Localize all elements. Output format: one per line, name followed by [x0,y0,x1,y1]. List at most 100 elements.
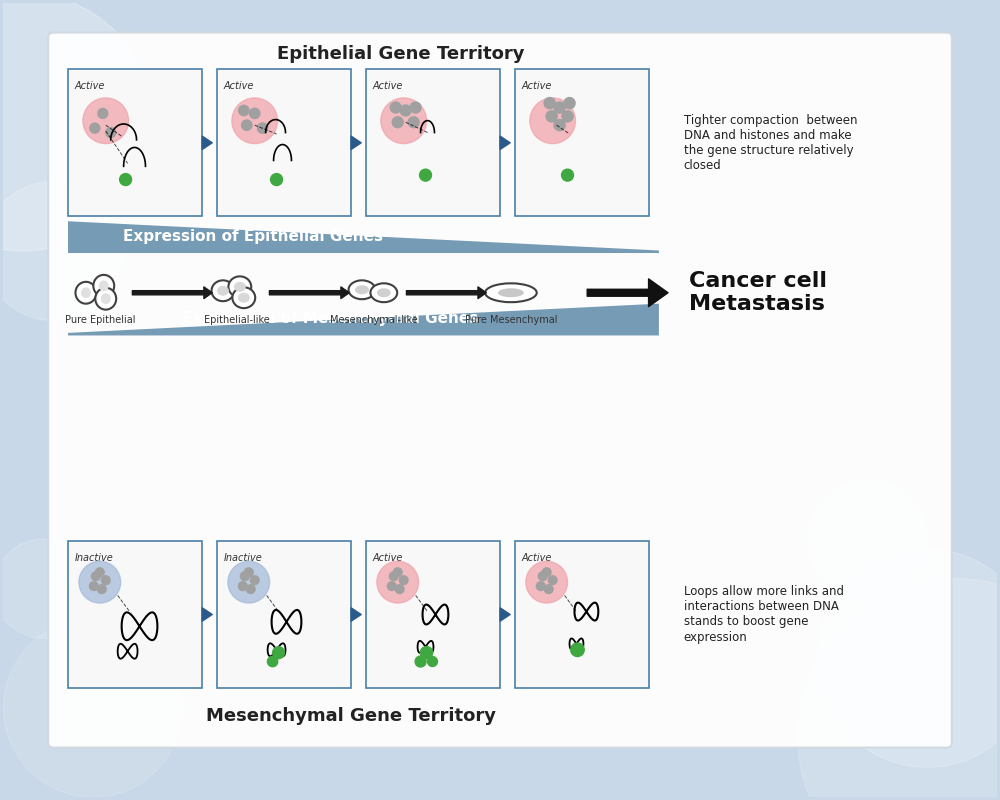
Ellipse shape [217,286,229,296]
Text: Active: Active [522,553,552,563]
Circle shape [101,576,110,585]
Circle shape [544,98,555,109]
Circle shape [387,582,396,590]
Circle shape [232,98,278,143]
Text: Loops allow more links and
interactions between DNA
stands to boost gene
express: Loops allow more links and interactions … [684,586,844,643]
Circle shape [548,576,557,585]
Text: Pure Mesenchymal: Pure Mesenchymal [465,314,557,325]
Circle shape [0,0,152,251]
Circle shape [526,562,568,603]
Ellipse shape [498,288,524,298]
Circle shape [377,562,419,603]
Polygon shape [68,222,659,253]
Circle shape [808,479,927,598]
Circle shape [0,182,123,321]
Circle shape [106,127,116,138]
Ellipse shape [95,288,116,310]
Text: Active: Active [373,82,403,91]
Circle shape [244,568,253,577]
Circle shape [818,549,1000,767]
FancyBboxPatch shape [366,70,500,216]
Circle shape [410,102,421,113]
Circle shape [393,568,402,577]
Text: Active: Active [522,82,552,91]
Circle shape [571,643,584,657]
Ellipse shape [101,294,111,304]
Circle shape [250,576,259,585]
Circle shape [408,117,419,128]
Ellipse shape [234,282,246,292]
Circle shape [395,585,404,594]
Text: Epithelial-like: Epithelial-like [204,314,270,325]
Circle shape [228,562,270,603]
Circle shape [79,562,121,603]
Circle shape [97,585,106,594]
Circle shape [798,578,1000,800]
FancyBboxPatch shape [217,541,351,688]
Text: Active: Active [75,82,105,91]
Circle shape [381,98,427,143]
Circle shape [0,539,93,638]
Circle shape [250,108,260,118]
Circle shape [392,117,403,128]
Ellipse shape [238,293,250,302]
Circle shape [390,102,401,113]
Circle shape [238,582,247,590]
Text: Epithelial Gene Territory: Epithelial Gene Territory [277,46,524,63]
Circle shape [3,618,182,798]
Circle shape [554,102,565,113]
Ellipse shape [81,287,91,298]
Circle shape [542,568,551,577]
Text: Pure Epithelial: Pure Epithelial [65,314,135,325]
Circle shape [267,656,278,666]
Text: Tighter compaction  between
DNA and histones and make
the gene structure relativ: Tighter compaction between DNA and histo… [684,114,857,172]
Circle shape [242,120,252,130]
Text: Cancer cell
Metastasis: Cancer cell Metastasis [689,271,827,314]
Text: Inactive: Inactive [224,553,263,563]
Text: Active: Active [373,553,403,563]
Ellipse shape [75,282,96,304]
Circle shape [91,572,100,581]
Polygon shape [68,304,659,335]
Circle shape [554,120,565,130]
Circle shape [544,585,553,594]
Circle shape [562,110,573,122]
Circle shape [90,123,100,133]
Ellipse shape [377,288,391,298]
FancyBboxPatch shape [217,70,351,216]
FancyBboxPatch shape [48,33,952,747]
Circle shape [564,98,575,109]
Circle shape [89,582,98,590]
Ellipse shape [232,287,255,308]
Circle shape [239,106,249,116]
Circle shape [257,123,268,134]
FancyBboxPatch shape [515,70,649,216]
Text: Active: Active [224,82,254,91]
Ellipse shape [485,283,537,302]
Ellipse shape [355,286,369,294]
Circle shape [389,572,398,581]
Circle shape [399,576,408,585]
Ellipse shape [93,275,114,297]
FancyBboxPatch shape [515,541,649,688]
FancyBboxPatch shape [366,541,500,688]
Circle shape [536,582,545,590]
Circle shape [546,110,557,122]
Ellipse shape [99,280,109,291]
Ellipse shape [370,283,397,302]
Text: Inactive: Inactive [75,553,114,563]
Circle shape [240,572,249,581]
FancyBboxPatch shape [68,70,202,216]
Ellipse shape [228,276,251,298]
Circle shape [538,572,547,581]
Circle shape [246,585,255,594]
Ellipse shape [212,280,234,301]
Circle shape [400,105,411,116]
Text: Mesenchymal-like: Mesenchymal-like [330,314,418,325]
Circle shape [95,568,104,577]
Circle shape [273,646,285,658]
Text: Expression of Epithelial Genes: Expression of Epithelial Genes [123,229,383,244]
Circle shape [420,646,433,659]
Text: Mesenchymal Gene Territory: Mesenchymal Gene Territory [206,706,496,725]
Circle shape [98,109,108,118]
